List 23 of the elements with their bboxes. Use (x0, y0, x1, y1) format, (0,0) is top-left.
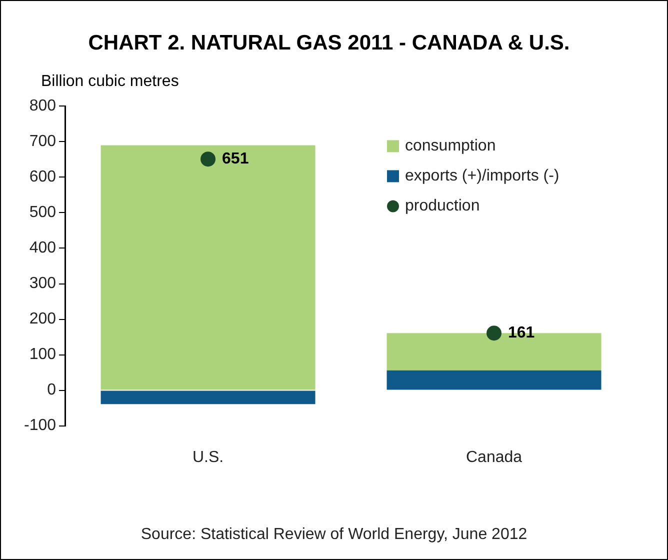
bar (100, 145, 316, 390)
y-tick-label: 100 (29, 346, 56, 364)
x-tick-label: U.S. (192, 448, 224, 466)
y-tick-label: 500 (29, 204, 56, 222)
y-tick-label: 600 (29, 168, 56, 186)
bar (100, 390, 316, 404)
y-tick-label: 200 (29, 310, 56, 328)
y-tick-label: 800 (29, 98, 56, 115)
legend-label: exports (+)/imports (-) (405, 168, 560, 185)
legend-label: consumption (405, 138, 496, 155)
chart-title: CHART 2. NATURAL GAS 2011 - CANADA & U.S. (88, 31, 570, 54)
x-tick-label: Canada (466, 448, 522, 466)
legend-label: production (405, 198, 480, 215)
y-axis-title: Billion cubic metres (41, 73, 179, 90)
data-label: 161 (508, 324, 535, 342)
y-tick-label: -100 (24, 417, 56, 434)
data-label: 651 (222, 150, 249, 168)
bar (386, 370, 602, 390)
y-tick-label: 300 (29, 275, 56, 292)
source-note: Source: Statistical Review of World Energy, June 2012 (140, 526, 528, 543)
y-tick-label: 0 (47, 382, 56, 399)
y-tick-label: 400 (29, 240, 56, 257)
y-tick-label: 700 (29, 133, 56, 150)
